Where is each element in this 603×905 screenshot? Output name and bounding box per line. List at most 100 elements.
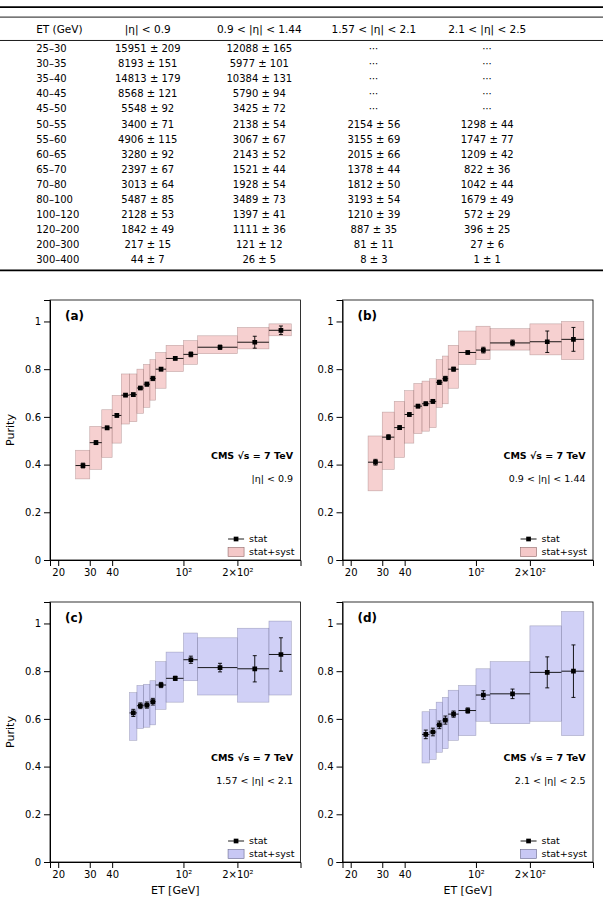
table-cell: ⋯ [369,58,379,69]
panel: 20304010²2×10²00.20.40.60.81ET [GeV](d)C… [318,602,594,897]
tick-mark [44,671,50,672]
table-header: |η| < 0.9 [125,23,171,36]
band-bin [490,329,530,350]
tick-mark [44,814,50,815]
tick-mark [44,623,50,624]
tick-mark [44,719,50,720]
point [437,722,442,727]
band-bin [166,652,183,702]
legend-label: stat+syst [249,848,295,859]
table-cell: ⋯ [482,88,492,99]
error-bar [466,708,470,713]
plot-frame [343,602,594,862]
tick-label: 2×10² [515,567,546,578]
error-bar [131,709,135,716]
band-bin [198,638,238,695]
table-cell: 15951 ± 209 [115,43,181,54]
tick: 30 [376,862,389,880]
error-bar [452,367,456,371]
table-header: 2.1 < |η| < 2.5 [448,23,526,36]
band-bin [76,450,90,479]
legend-swatch [234,537,239,542]
band-bin [459,685,476,735]
x-axis-line [51,561,302,567]
error-bar [571,645,575,697]
band-bin [476,326,490,359]
legend-label: stat [542,835,560,846]
table-cell: 3013 ± 64 [121,179,174,190]
tick-mark [337,719,343,720]
table-cell: 2397 ± 67 [121,164,174,175]
tick: 1 [35,316,50,327]
table-cell: 121 ± 12 [236,239,283,250]
point [151,376,156,381]
table-cell: 40–45 [36,88,66,99]
table-cell: ⋯ [369,73,379,84]
tick-mark [90,560,91,566]
tick-mark [44,862,50,863]
point [431,730,436,735]
point [173,356,178,361]
tick: 30 [84,560,97,578]
tick: 0.6 [25,412,50,423]
band-bin [442,356,448,404]
tick: 2×10² [515,862,546,880]
error-bar [481,347,485,353]
panel: 20304010²2×10²00.20.40.60.81(b)CMS √s = … [318,300,594,578]
point [545,670,550,675]
legend-swatch [228,850,244,859]
tick: 40 [399,560,412,578]
legend-label: stat [542,533,560,544]
legend: statstat+syst [521,533,588,557]
error-bar [545,657,549,688]
table-cell: 2154 ± 56 [347,119,400,130]
table-cell: ⋯ [482,73,492,84]
band-bin [183,633,197,681]
table-cell: 60–65 [36,149,66,160]
tick-label: 0.2 [25,809,41,820]
point [159,367,164,372]
table-cell: 2015 ± 66 [347,149,400,160]
point [373,460,378,465]
tick-mark [112,862,113,868]
point [252,340,257,345]
panel-title: (a) [65,309,84,323]
point [81,463,86,468]
tick-label: 30 [84,567,97,578]
band-bin [237,327,269,348]
plot-frame [343,300,594,560]
error-bar [431,399,435,403]
error-bar [407,413,411,417]
x-error-bar [490,693,530,694]
tick-label: 0.6 [25,714,41,725]
point [386,435,391,440]
tick: 0.8 [25,364,50,375]
tick-mark [337,767,343,768]
point [443,718,448,723]
tick-mark [337,623,343,624]
tick: 0.6 [318,714,343,725]
legend-swatch [234,839,239,844]
tick-label: 30 [84,869,97,880]
legend-swatch [228,548,244,557]
tick-label: 20 [345,567,358,578]
point [145,382,150,387]
tick-mark [405,560,406,566]
tick-mark [337,465,343,466]
annotation: CMS √s = 7 TeV [211,450,294,461]
table-cell: 81 ± 11 [354,239,394,250]
point [138,386,143,391]
tick-mark [44,512,50,513]
point [465,708,470,713]
tick-label: 2×10² [222,869,253,880]
y-axis: 00.20.40.60.81 [25,603,50,868]
table-cell: 1928 ± 54 [233,179,286,190]
band-bin [183,341,197,365]
table-cell: 200–300 [36,239,79,250]
band-bin [150,360,156,401]
table-cell: 2128 ± 53 [121,209,174,220]
tick-mark [530,862,531,868]
tick-mark [112,560,113,566]
table-cell: 217 ± 15 [124,239,171,250]
table-cell: 5548 ± 92 [121,103,174,114]
